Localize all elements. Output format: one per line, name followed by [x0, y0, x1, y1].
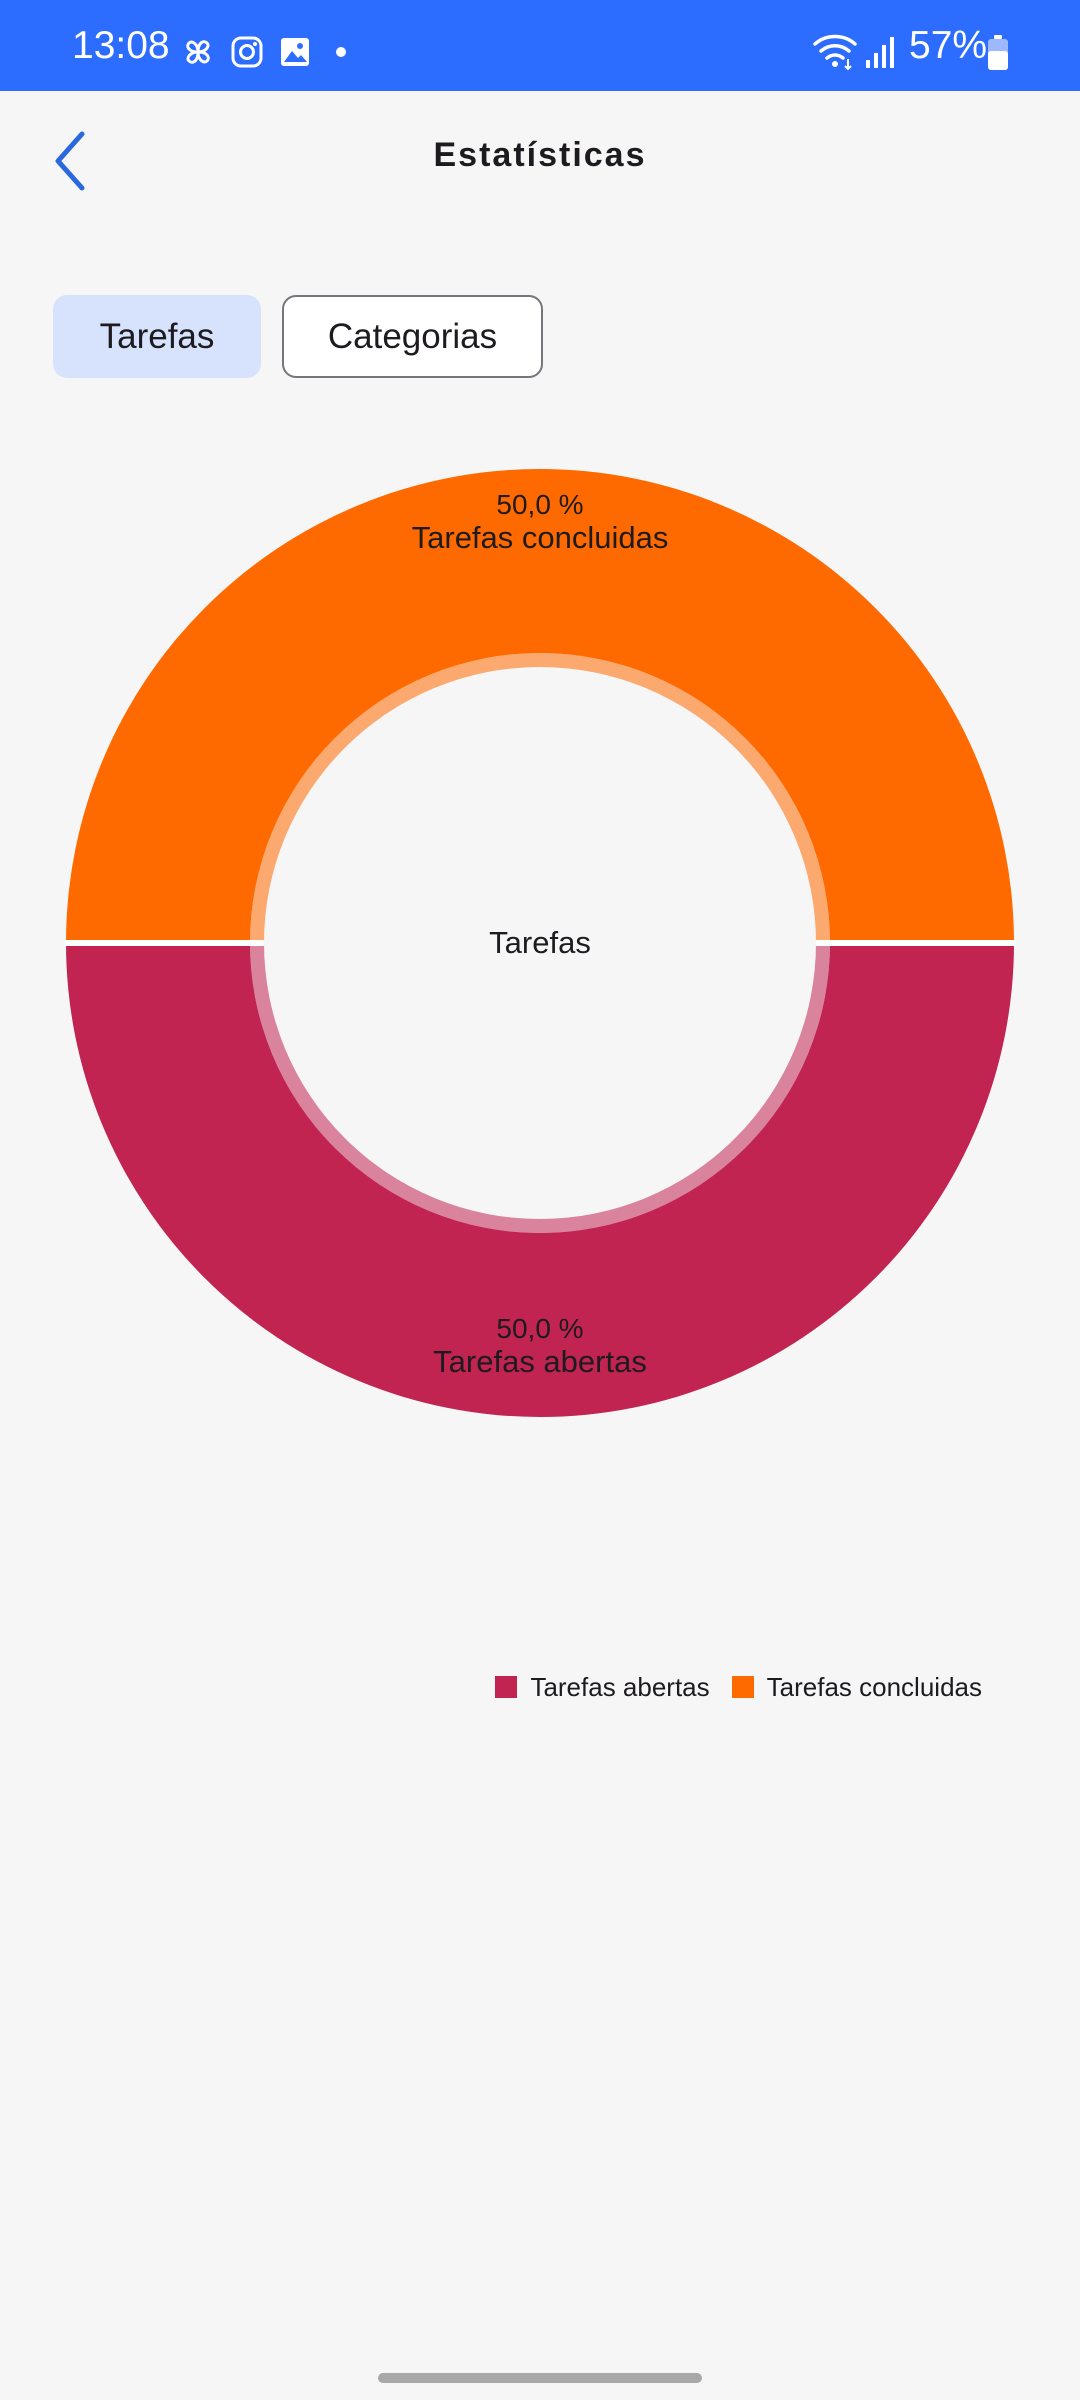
slice-name-label: Tarefas abertas: [433, 1344, 647, 1379]
chevron-left-icon: [55, 131, 85, 191]
navigation-handle[interactable]: [378, 2373, 702, 2383]
slice-name-label: Tarefas concluidas: [412, 520, 669, 555]
chart-legend: Tarefas abertas Tarefas concluidas: [473, 1670, 982, 1704]
slice-separator-right: [816, 940, 1016, 946]
slice-tarefas-concluidas[interactable]: [66, 469, 1014, 943]
pinwheel-icon: [186, 40, 210, 64]
battery-percentage: 57%: [909, 24, 988, 67]
wifi-icon: [813, 34, 857, 71]
legend-swatch: [495, 1676, 518, 1698]
slice-value-label: 50,0 %: [496, 1313, 583, 1344]
signal-icon: [866, 37, 894, 68]
legend-item: Tarefas abertas: [495, 1671, 710, 1703]
back-button[interactable]: [40, 126, 100, 196]
instagram-icon: [231, 36, 263, 68]
battery-icon: [988, 35, 1008, 70]
dot-icon: [336, 47, 346, 57]
slice-separator-left: [64, 940, 264, 946]
page-title: Estatísticas: [433, 136, 647, 174]
gallery-icon: [281, 38, 309, 66]
status-bar: 13:08 57%: [0, 0, 1080, 91]
tab-tarefas[interactable]: Tarefas: [53, 295, 261, 378]
chart-center-label: Tarefas: [489, 925, 591, 960]
legend-label: Tarefas concluidas: [766, 1671, 982, 1702]
slice-value-label: 50,0 %: [496, 489, 583, 520]
app-bar: Estatísticas: [0, 91, 1080, 231]
legend-swatch: [731, 1676, 754, 1698]
legend-item: Tarefas concluidas: [731, 1671, 982, 1703]
status-time: 13:08: [72, 24, 170, 67]
tab-categorias[interactable]: Categorias: [282, 295, 543, 378]
legend-label: Tarefas abertas: [530, 1671, 710, 1702]
slice-tarefas-abertas[interactable]: [66, 943, 1014, 1417]
